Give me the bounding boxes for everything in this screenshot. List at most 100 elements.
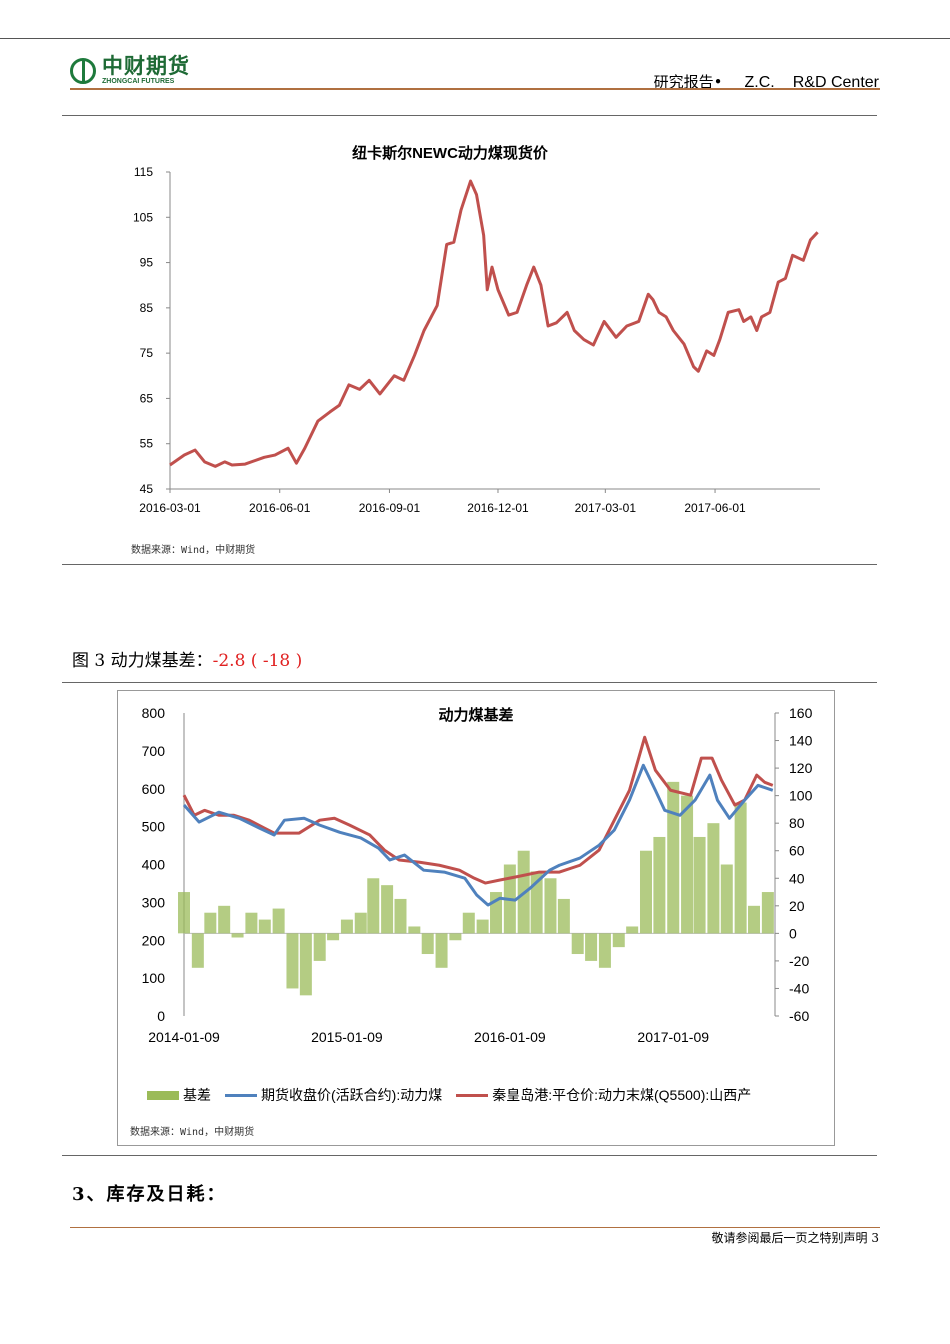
x-tick-label: 2016-03-01 [139,501,201,515]
basis-bar [258,919,271,934]
right-tick-label: 160 [789,705,813,721]
basis-bar [191,933,204,968]
basis-bar [667,781,680,934]
right-tick-label: -20 [789,953,809,969]
right-tick-label: 140 [789,733,813,749]
logo-icon [70,58,96,84]
legend-spot: 秦皇岛港:平仓价:动力末煤(Q5500):山西产 [456,1085,751,1105]
chart2-legend: 基差 期货收盘价(活跃合约):动力煤 秦皇岛港:平仓价:动力末煤(Q5500):… [147,1085,765,1105]
basis-bar [449,933,462,941]
legend-label: 秦皇岛港:平仓价:动力末煤(Q5500):山西产 [492,1087,752,1103]
basis-bar [462,912,475,934]
y-tick-label: 45 [140,482,154,496]
left-tick-label: 400 [142,857,166,873]
basis-bar [421,933,434,955]
right-tick-label: 0 [789,925,797,941]
basis-bar [544,878,557,934]
right-tick-label: 80 [789,815,805,831]
x-tick-label: 2014-01-09 [148,1029,220,1045]
figure3-caption: 图 3 动力煤基差：-2.8 ( -18 ) [72,646,302,671]
left-tick-label: 700 [142,743,166,759]
basis-bar [218,905,231,934]
header-divider [70,88,880,90]
left-tick-label: 300 [142,894,166,910]
right-tick-label: 40 [789,870,805,886]
right-tick-label: -60 [789,1008,809,1024]
y-tick-label: 65 [140,391,154,405]
chart1-source: 数据来源：Wind，中财期货 [131,545,256,556]
zc-label: Z.C. [744,74,775,91]
chart2-plot: 8007006005004003002001000160140120100806… [142,705,813,1045]
x-tick-label: 2016-09-01 [359,501,421,515]
legend-label: 基差 [183,1087,211,1103]
legend-basis: 基差 [147,1085,211,1105]
spot-line [182,735,774,885]
basis-bar [734,802,747,934]
left-tick-label: 200 [142,932,166,948]
basis-bar [354,912,367,934]
company-logo: 中财期货 ZHONGCAI FUTURES [70,56,190,86]
chart2-frame [117,690,835,1146]
header-right: 研究报告• Z.C. R&D Center [654,71,879,92]
section3-title: 3、库存及日耗： [72,1184,227,1205]
basis-bar [626,926,639,934]
x-tick-label: 2017-06-01 [684,501,746,515]
price-line [169,179,819,468]
left-tick-label: 600 [142,781,166,797]
basis-bar [693,836,706,934]
logo-en: ZHONGCAI FUTURES [102,78,175,85]
basis-bar [381,885,394,934]
chart1-top-rule [62,115,877,116]
chart2-title: 动力煤基差 [438,707,514,724]
basis-bar [340,919,353,934]
basis-bar [720,864,733,934]
basis-bar [435,933,448,968]
right-tick-label: 60 [789,843,805,859]
basis-bar [299,933,312,996]
basis-bar [231,933,244,938]
basis-bar [557,898,570,934]
legend-label: 期货收盘价(活跃合约):动力煤 [261,1087,443,1103]
basis-bar [204,912,217,934]
figure3-value: -2.8 ( -18 ) [212,651,303,671]
report-label: 研究报告• [653,73,723,91]
basis-bar [653,836,666,934]
basis-bar [571,933,584,955]
top-border [0,38,950,39]
chart1-bottom-rule [62,564,877,565]
chart2-source: 数据来源：Wind，中财期货 [130,1127,255,1138]
basis-bar [585,933,598,961]
basis-bar [367,878,380,934]
basis-bar [639,850,652,934]
left-tick-label: 100 [142,970,166,986]
basis-bar [598,933,611,968]
footer-text: 敬请参阅最后一页之特别声明 3 [711,1231,879,1245]
y-tick-label: 95 [140,256,154,270]
x-tick-label: 2017-03-01 [575,501,637,515]
basis-bar [612,933,625,948]
basis-bar [761,892,774,934]
futures-line [182,763,774,907]
basis-bar [394,898,407,934]
legend-futures: 期货收盘价(活跃合约):动力煤 [225,1085,442,1105]
right-tick-label: -40 [789,980,809,996]
right-tick-label: 120 [789,760,813,776]
basis-bar [313,933,326,961]
logo-cn: 中财期货 [102,55,190,78]
left-tick-label: 0 [157,1008,165,1024]
chart1-title: 纽卡斯尔NEWC动力煤现货价 [352,145,548,162]
y-tick-label: 115 [134,165,153,179]
legend-swatch-green [147,1090,179,1100]
left-tick-label: 500 [142,819,166,835]
y-tick-label: 55 [140,437,154,451]
basis-bar [681,795,694,934]
basis-bar [178,892,190,934]
basis-bar [327,933,340,941]
y-tick-label: 105 [133,210,153,224]
center-label: R&D Center [792,74,879,91]
right-tick-label: 100 [789,788,813,804]
left-tick-label: 800 [142,705,166,721]
x-tick-label: 2015-01-09 [311,1029,383,1045]
y-tick-label: 75 [140,346,154,360]
legend-swatch-blue [225,1093,257,1097]
